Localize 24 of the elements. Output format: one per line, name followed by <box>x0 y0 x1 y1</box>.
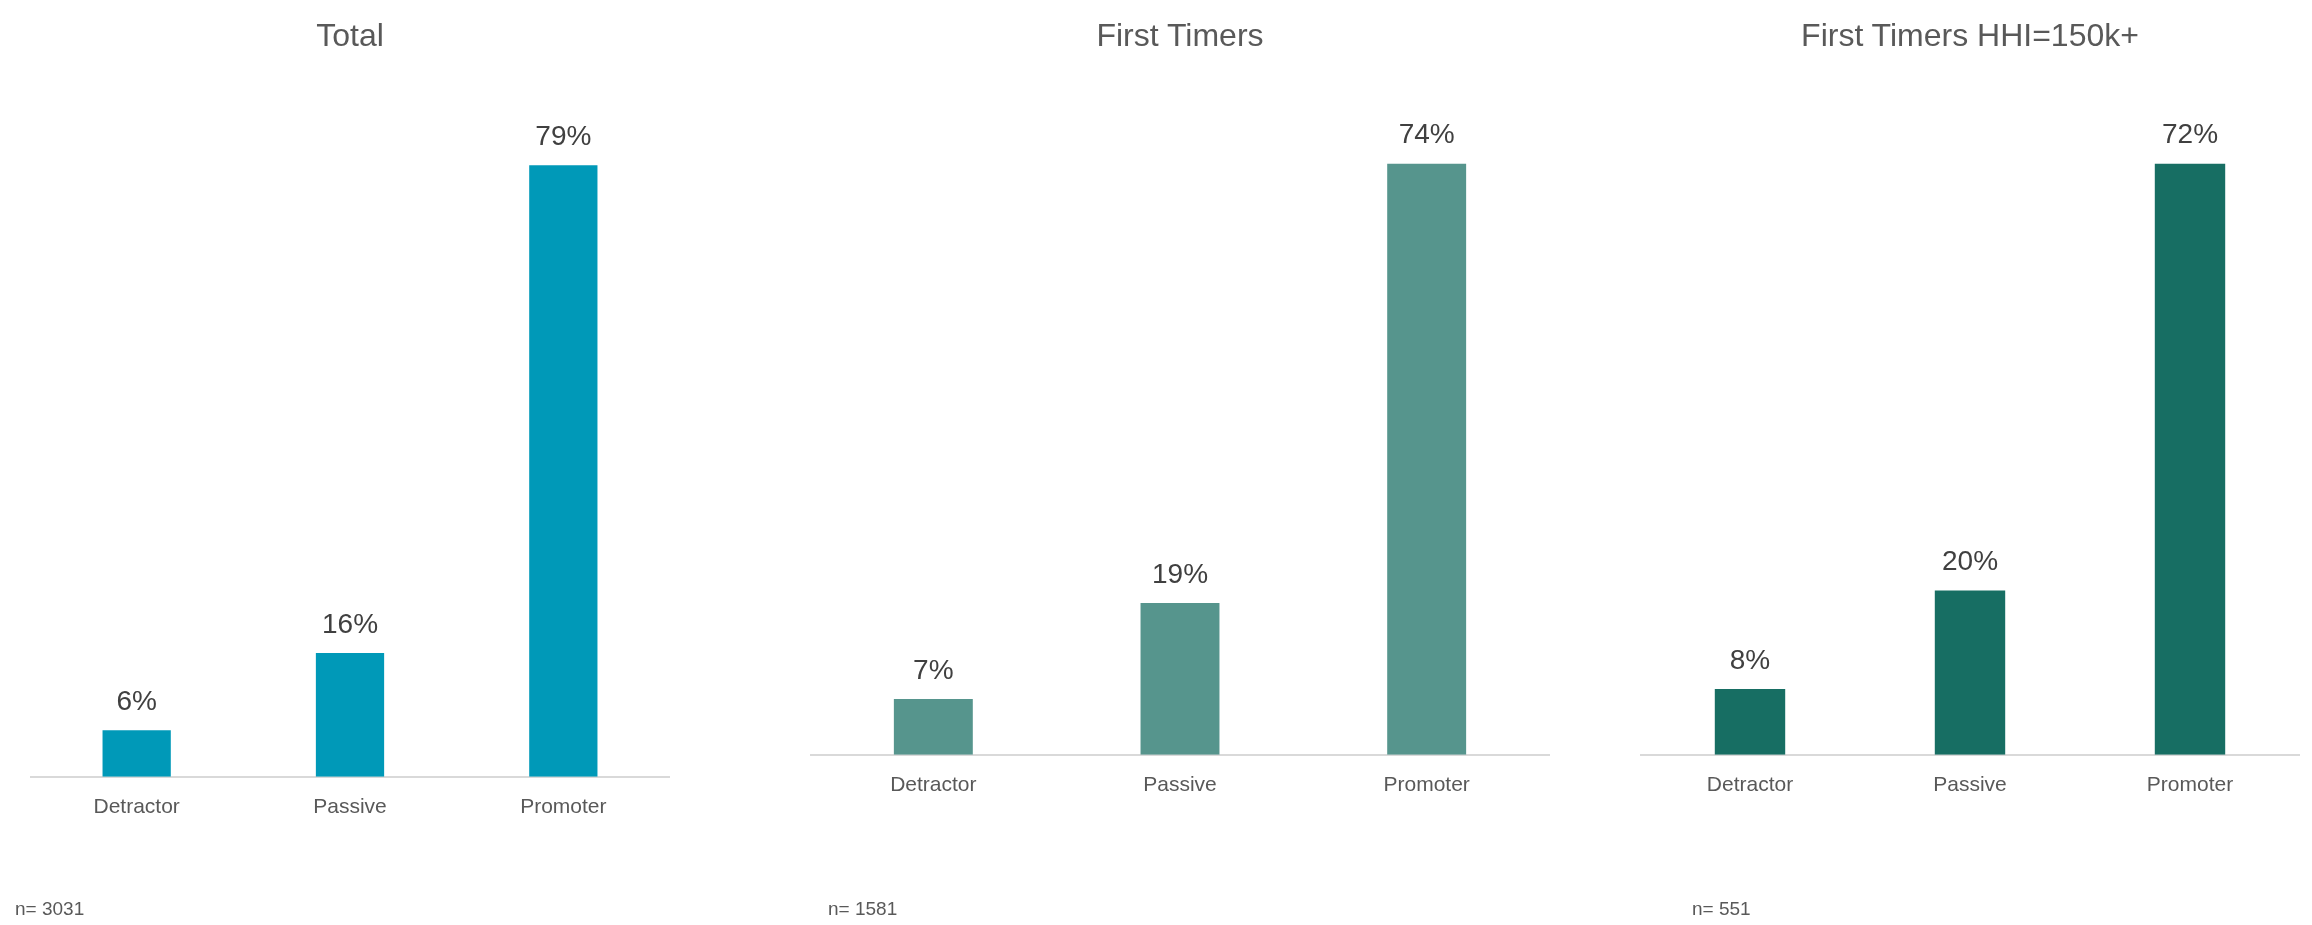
chart-title: Total <box>316 17 384 54</box>
data-label: 72% <box>2161 118 2219 150</box>
data-label: 6% <box>116 685 157 717</box>
data-label: 16% <box>321 607 379 639</box>
data-label: 74% <box>1398 118 1455 150</box>
chart-title: First Timers HHI=150k+ <box>1801 17 2139 54</box>
text: n= 3031 <box>15 898 85 920</box>
x-tick-label: Promoter <box>2146 772 2234 796</box>
x-tick-label: Detractor <box>890 772 977 796</box>
text: n= 1581 <box>828 898 898 920</box>
x-tick-label: Promoter <box>520 794 607 818</box>
text: n= 551 <box>1692 898 1751 920</box>
chart-title: First Timers <box>1096 17 1264 54</box>
data-label: 8% <box>1729 643 1771 675</box>
data-label: 79% <box>535 120 592 152</box>
x-tick-label: Detractor <box>93 794 180 818</box>
data-label: 19% <box>1151 557 1209 589</box>
x-tick-label: Passive <box>1933 772 2007 796</box>
data-label: 7% <box>913 653 954 685</box>
data-label: 20% <box>1941 545 1999 577</box>
x-tick-label: Passive <box>1143 772 1217 796</box>
x-tick-label: Promoter <box>1383 772 1470 796</box>
x-tick-label: Passive <box>313 794 387 818</box>
x-tick-label: Detractor <box>1706 772 1794 796</box>
